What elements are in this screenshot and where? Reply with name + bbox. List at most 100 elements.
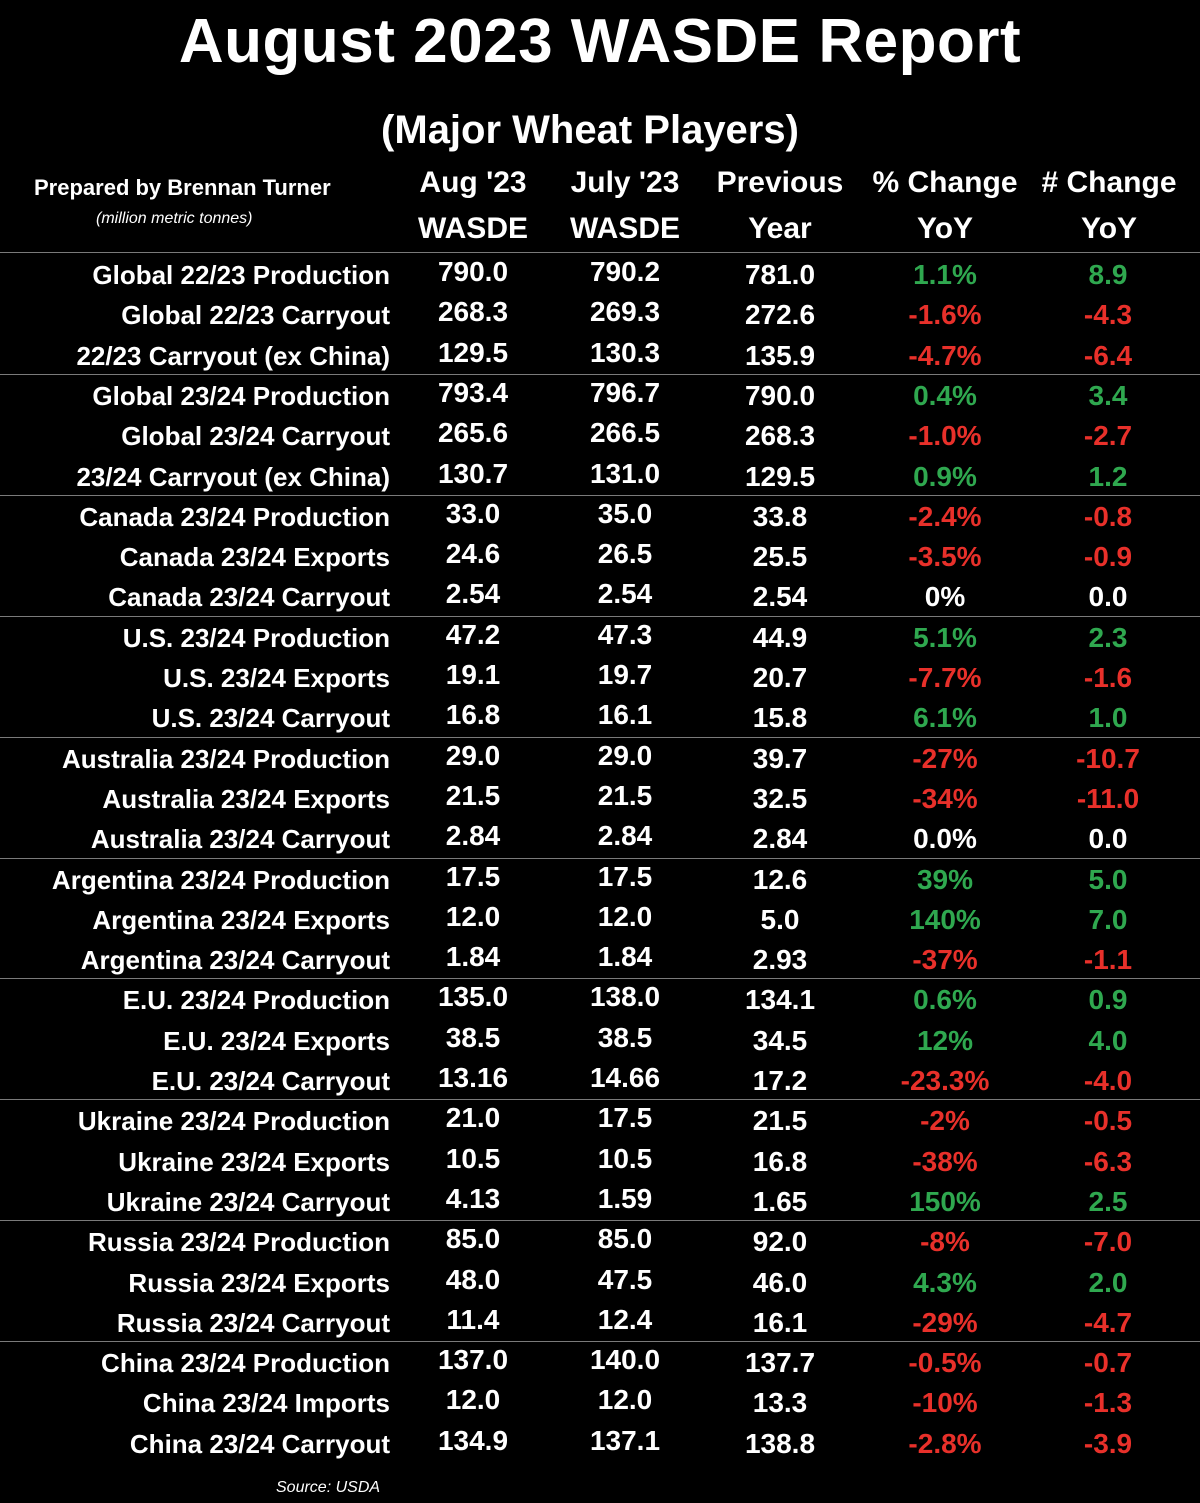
num-change-value: -6.4 (1083, 339, 1133, 371)
aug-wasde-value: 33.0 (445, 497, 501, 529)
column-header-july: July '23 WASDE (550, 160, 700, 252)
aug-wasde-value: 2.84 (445, 820, 501, 852)
july-wasde-value: 131.0 (589, 457, 661, 489)
pct-change-value: 12% (916, 1024, 974, 1056)
pct-change-value: 1.1% (913, 259, 977, 290)
aug-wasde-value: 48.0 (445, 1263, 501, 1295)
num-change-value: -4.3 (1083, 299, 1133, 331)
aug-wasde-value: 1.84 (445, 941, 501, 973)
pct-change-value: 140% (909, 903, 981, 935)
july-wasde-value: 47.5 (597, 1263, 653, 1295)
pct-change-value: 0.6% (913, 984, 977, 1016)
row-label: Russia 23/24 Exports (128, 1267, 390, 1298)
row-label: U.S. 23/24 Carryout (151, 703, 390, 734)
num-change-value: 2.0 (1088, 1266, 1128, 1298)
previous-year-value: 17.2 (752, 1065, 808, 1096)
july-wasde-value: 12.0 (597, 900, 653, 932)
aug-wasde-value: 4.13 (445, 1182, 501, 1214)
pct-change-value: -2.4% (908, 500, 982, 532)
table-row: Ukraine 23/24 Production 21.0 17.5 21.5 -2% -… (0, 1100, 1200, 1140)
previous-year-value: 135.9 (744, 339, 816, 371)
pct-change-value: -29% (912, 1306, 978, 1338)
table-row: China 23/24 Imports 12.0 12.0 13.3 -10% -1.3 (0, 1382, 1200, 1422)
column-header-num-change: # Change YoY (1030, 160, 1188, 252)
previous-year-value: 790.0 (744, 379, 816, 411)
previous-year-value: 15.8 (752, 702, 808, 734)
previous-year-value: 134.1 (744, 984, 816, 1016)
july-wasde-value: 35.0 (597, 497, 653, 529)
aug-wasde-value: 793.4 (437, 376, 509, 408)
previous-year-value: 39.7 (752, 742, 808, 774)
aug-wasde-value: 265.6 (437, 417, 509, 449)
column-header-previous-line2: Year (748, 212, 812, 245)
previous-year-value: 2.54 (752, 581, 808, 613)
row-label: Argentina 23/24 Carryout (80, 945, 390, 976)
aug-wasde-value: 268.3 (437, 296, 509, 328)
july-wasde-value: 38.5 (597, 1021, 653, 1053)
column-header-aug-line1: Aug '23 (419, 166, 527, 199)
july-wasde-value: 29.0 (597, 739, 653, 771)
pct-change-value: -37% (912, 944, 978, 976)
july-wasde-value: 2.84 (597, 820, 653, 852)
row-label: Ukraine 23/24 Production (77, 1106, 390, 1137)
num-change-value: -4.0 (1083, 1065, 1133, 1096)
table-row: Australia 23/24 Carryout 2.84 2.84 2.84 0.0%… (0, 818, 1200, 858)
july-wasde-value: 796.7 (589, 376, 661, 408)
group-separator (0, 1099, 1200, 1101)
previous-year-value: 268.3 (744, 420, 816, 452)
table-row: Global 22/23 Production 790.0 790.2 781.0 1.… (0, 254, 1200, 294)
num-change-value: -4.7 (1083, 1306, 1133, 1338)
table-row: Ukraine 23/24 Carryout 4.13 1.59 1.65 150% 2.… (0, 1181, 1200, 1221)
column-header-pct-change: % Change YoY (862, 160, 1028, 252)
aug-wasde-value: 12.0 (445, 900, 501, 932)
page-subtitle: (Major Wheat Players) (381, 108, 799, 152)
table-row: Australia 23/24 Production 29.0 29.0 39.7 -2… (0, 738, 1200, 778)
row-label: Canada 23/24 Production (79, 501, 390, 532)
row-label: Ukraine 23/24 Exports (118, 1146, 390, 1177)
page-title: August 2023 WASDE Report (178, 7, 1022, 76)
previous-year-value: 16.8 (752, 1145, 808, 1177)
column-header-previous-line1: Previous (716, 166, 844, 199)
previous-year-value: 92.0 (752, 1226, 808, 1258)
num-change-value: -1.6 (1083, 662, 1133, 693)
aug-wasde-value: 130.7 (437, 457, 509, 489)
num-change-value: -7.0 (1083, 1226, 1133, 1258)
july-wasde-value: 1.84 (597, 941, 653, 973)
july-wasde-value: 17.5 (597, 860, 653, 892)
table-row: Ukraine 23/24 Exports 10.5 10.5 16.8 -38% -6.… (0, 1141, 1200, 1181)
row-label: Global 22/23 Carryout (121, 300, 390, 331)
july-wasde-value: 138.0 (589, 981, 661, 1013)
previous-year-value: 34.5 (752, 1024, 808, 1056)
row-label: Canada 23/24 Exports (119, 542, 390, 573)
july-wasde-value: 19.7 (597, 659, 653, 690)
pct-change-value: -4.7% (908, 339, 982, 371)
pct-change-value: -1.0% (908, 420, 982, 452)
row-label: China 23/24 Carryout (129, 1428, 390, 1459)
row-label: Russia 23/24 Production (88, 1227, 390, 1258)
column-header-aug: Aug '23 WASDE (398, 160, 548, 252)
table-row: E.U. 23/24 Production 135.0 138.0 134.1 0.6%… (0, 979, 1200, 1019)
table-row: China 23/24 Production 137.0 140.0 137.7 -0.… (0, 1342, 1200, 1382)
row-label: U.S. 23/24 Exports (163, 663, 390, 693)
column-header-pct-change-line2: YoY (916, 212, 974, 245)
pct-change-value: -10% (912, 1387, 978, 1419)
num-change-value: -6.3 (1083, 1145, 1133, 1177)
table-row: U.S. 23/24 Carryout 16.8 16.1 15.8 6.1% 1.0 (0, 697, 1200, 737)
row-label: China 23/24 Imports (142, 1388, 390, 1419)
table-row: Canada 23/24 Exports 24.6 26.5 25.5 -3.5% -0.… (0, 536, 1200, 576)
july-wasde-value: 47.3 (597, 618, 653, 650)
aug-wasde-value: 29.0 (445, 739, 501, 771)
aug-wasde-value: 21.0 (445, 1102, 501, 1134)
previous-year-value: 20.7 (752, 662, 808, 693)
num-change-value: 4.0 (1088, 1024, 1128, 1056)
column-header-july-line1: July '23 (570, 166, 680, 199)
previous-year-value: 781.0 (744, 259, 816, 290)
row-label: Russia 23/24 Carryout (116, 1307, 390, 1338)
aug-wasde-value: 19.1 (445, 659, 501, 690)
pct-change-value: -1.6% (908, 299, 982, 331)
num-change-value: -2.7 (1083, 420, 1133, 452)
july-wasde-value: 790.2 (589, 256, 661, 287)
previous-year-value: 44.9 (752, 621, 808, 653)
july-wasde-value: 130.3 (589, 336, 661, 368)
pct-change-value: -3.5% (908, 541, 982, 573)
